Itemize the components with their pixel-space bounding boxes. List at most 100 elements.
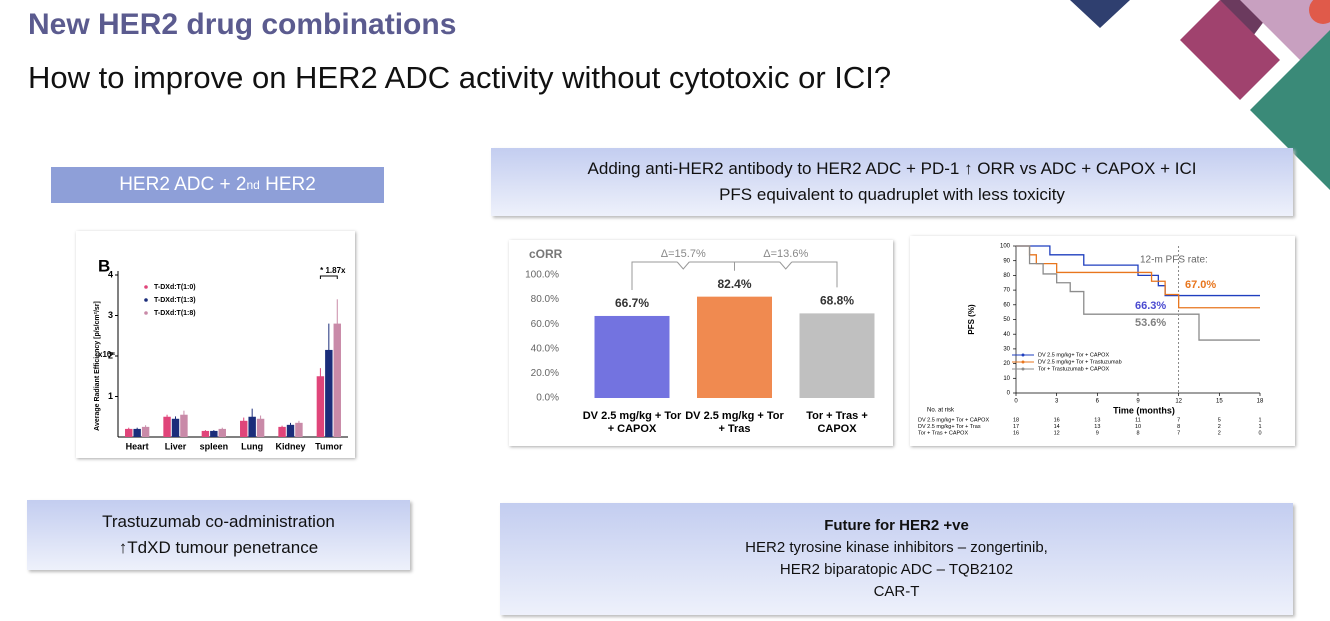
x-tick-label: 6 — [1096, 399, 1100, 405]
legend-marker — [1021, 360, 1025, 364]
bar — [133, 428, 141, 437]
legend-label: DV 2.5 mg/kg+ Tor + CAPOX — [1038, 352, 1109, 358]
y-tick-label: 4 — [108, 269, 113, 279]
y-tick-label: 100.0% — [525, 270, 559, 281]
y-tick-label: 80 — [1003, 273, 1010, 279]
x-tick-label: 15 — [1216, 399, 1223, 405]
bar — [171, 418, 180, 437]
risk-count: 9 — [1096, 430, 1099, 436]
bar — [248, 416, 256, 437]
x-tick-label: DV 2.5 mg/kg + Tor + CAPOX — [582, 410, 682, 435]
x-tick-label: Tor + Tras + CAPOX — [806, 410, 868, 435]
x-tick-label: Liver — [165, 441, 187, 451]
annotation: 66.3% — [1135, 300, 1166, 312]
bar — [141, 426, 150, 437]
y-tick-label: 3 — [108, 310, 113, 320]
bottom-left-box: Trastuzumab co-administration ↑TdXD tumo… — [27, 500, 410, 570]
y-tick-label: 1 — [108, 391, 113, 401]
bar — [125, 428, 133, 437]
bar — [697, 296, 772, 398]
y-axis-label: Average Radiant Efficiency [p/s/cm²/sr] — [94, 301, 101, 431]
box-line: CAR-T — [873, 583, 920, 600]
x-tick-label: Kidney — [275, 441, 305, 451]
risk-count: 1 — [1258, 417, 1261, 423]
y-tick-label: 20 — [1003, 361, 1010, 367]
survival-curve — [1016, 245, 1260, 309]
risk-count: 2 — [1218, 424, 1221, 430]
risk-count: 14 — [1054, 424, 1060, 430]
x-tick-label: 18 — [1257, 399, 1264, 405]
risk-count: 0 — [1258, 430, 1261, 436]
bar — [333, 323, 341, 437]
y-tick-label: 40 — [1003, 332, 1010, 338]
risk-count: 11 — [1135, 417, 1141, 423]
bar — [295, 422, 303, 437]
legend-label: T-DXd:T(1:8) — [154, 310, 196, 317]
slide-subtitle: How to improve on HER2 ADC activity with… — [28, 60, 892, 95]
bar — [256, 418, 265, 437]
legend-marker — [144, 311, 148, 315]
bar — [240, 420, 248, 437]
value-label: 82.4% — [717, 277, 751, 291]
label-sup: nd — [246, 178, 260, 192]
y-tick-label: 0 — [1007, 391, 1011, 397]
y-tick-label: 60 — [1003, 302, 1010, 308]
top-box: Adding anti-HER2 antibody to HER2 ADC + … — [491, 148, 1293, 216]
legend-label: T-DXd:T(1:3) — [154, 297, 196, 304]
risk-count: 1 — [1258, 424, 1261, 430]
bar — [286, 424, 295, 437]
x-tick-label: Heart — [126, 441, 149, 451]
risk-count: 2 — [1218, 430, 1221, 436]
survival-curve — [1016, 245, 1260, 297]
y-tick-label: 60.0% — [531, 319, 559, 330]
risk-count: 5 — [1218, 417, 1221, 423]
y-tick-label: 20.0% — [531, 368, 559, 379]
risk-count: 17 — [1013, 424, 1019, 430]
risk-count: 16 — [1013, 430, 1019, 436]
box-line: Trastuzumab co-administration — [102, 512, 335, 531]
bar — [594, 315, 670, 398]
risk-count: 7 — [1177, 430, 1180, 436]
legend-marker — [1021, 353, 1025, 357]
risk-count: 13 — [1094, 424, 1100, 430]
scale-note: x10⁸ — [98, 350, 115, 359]
legend-marker — [144, 298, 148, 302]
legend-marker — [144, 285, 148, 289]
y-axis-label: cORR — [529, 247, 563, 261]
panel-label: B — [98, 256, 110, 275]
y-tick-label: 40.0% — [531, 343, 559, 354]
annotation: 53.6% — [1135, 317, 1166, 329]
risk-label: Tor + Tras + CAPOX — [918, 430, 968, 436]
risk-count: 7 — [1177, 417, 1180, 423]
bracket — [319, 275, 338, 279]
survival-curve — [1016, 245, 1260, 341]
chart: cORR 0.0% 20.0% 40.0% 60.0% 80.0% 100.0% 66.7% 8… — [525, 247, 875, 404]
y-tick-label: 90 — [1003, 258, 1010, 264]
risk-count: 16 — [1054, 417, 1060, 423]
x-tick-label: Tumor — [315, 441, 343, 451]
y-tick-label: 0.0% — [536, 393, 559, 404]
decoration — [1070, 0, 1330, 190]
y-tick-label: 10 — [1003, 376, 1010, 382]
x-axis-label: Time (months) — [1113, 405, 1175, 415]
y-tick-label: 80.0% — [531, 294, 559, 305]
box-line: ↑TdXD tumour penetrance — [118, 538, 319, 557]
bar — [210, 430, 218, 437]
delta-label: Δ=13.6% — [763, 248, 808, 260]
y-tick-label: 2 — [108, 350, 113, 360]
x-tick-label: DV 2.5 mg/kg + Tor + Tras — [685, 410, 784, 435]
risk-count: 8 — [1136, 430, 1139, 436]
x-tick-label: 3 — [1055, 399, 1059, 405]
legend-label: DV 2.5 mg/kg+ Tor + Trastuzumab — [1038, 359, 1122, 365]
chart: B Average Radiant Efficiency [p/s/cm²/sr]… — [94, 256, 348, 451]
y-tick-label: 30 — [1003, 346, 1010, 352]
x-tick-label: 12 — [1175, 399, 1182, 405]
x-tick-label: 9 — [1136, 399, 1140, 405]
legend-marker — [1021, 367, 1025, 371]
legend-label: T-DXd:T(1:0) — [154, 284, 196, 291]
annotation: * 1.87x — [320, 266, 346, 275]
risk-count: 12 — [1054, 430, 1060, 436]
